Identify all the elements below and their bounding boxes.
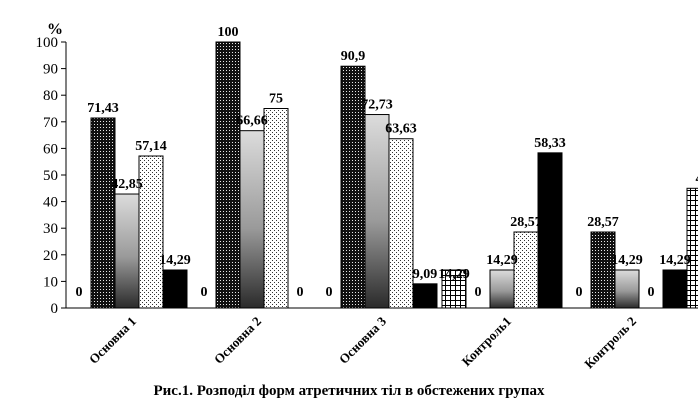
bar bbox=[364, 114, 390, 309]
data-label: 57,14 bbox=[135, 139, 167, 154]
bar bbox=[590, 231, 616, 309]
category-label: Основна 3 bbox=[336, 313, 390, 367]
bar bbox=[239, 130, 265, 309]
data-label: 71,43 bbox=[87, 101, 119, 116]
bar bbox=[263, 108, 289, 309]
bar bbox=[90, 117, 116, 309]
category-label: Контроль 2 bbox=[581, 314, 639, 372]
bar bbox=[686, 187, 698, 309]
data-label: 14,29 bbox=[659, 253, 691, 268]
bar bbox=[489, 269, 515, 309]
bar bbox=[537, 152, 563, 309]
data-label: 63,63 bbox=[385, 122, 417, 137]
bar bbox=[662, 269, 688, 309]
data-label: 28,57 bbox=[510, 215, 542, 230]
bar bbox=[513, 231, 539, 309]
y-unit-label: % bbox=[47, 21, 63, 38]
category-labels-layer: Основна 1 Основна 2 Основна 3 Контроль1 Конт… bbox=[86, 313, 639, 371]
data-label: 66,66 bbox=[236, 114, 268, 129]
y-tick-label: 20 bbox=[43, 248, 58, 264]
y-tick-label: 90 bbox=[43, 62, 58, 78]
bars-layer bbox=[90, 41, 698, 309]
bar bbox=[412, 283, 438, 309]
y-tick-label: 70 bbox=[43, 115, 58, 131]
data-label: 58,33 bbox=[534, 136, 566, 151]
data-label: 0 bbox=[326, 285, 333, 300]
data-label: 90,9 bbox=[341, 49, 366, 64]
y-tick-label: 80 bbox=[43, 88, 58, 104]
bar bbox=[215, 41, 241, 309]
y-tick-label: 60 bbox=[43, 141, 58, 157]
data-label: 0 bbox=[76, 285, 83, 300]
category-label: Основна 2 bbox=[211, 314, 264, 367]
data-label: 0 bbox=[648, 285, 655, 300]
data-label: 0 bbox=[576, 285, 583, 300]
bar bbox=[162, 269, 188, 309]
y-tick-label: 40 bbox=[43, 195, 58, 211]
data-label: 100 bbox=[218, 25, 239, 40]
data-label: 4 bbox=[696, 171, 698, 186]
data-label: 14,29 bbox=[159, 253, 191, 268]
y-tick-label: 50 bbox=[43, 168, 58, 184]
category-label: Основна 1 bbox=[86, 314, 139, 367]
bar bbox=[138, 155, 164, 309]
y-tick-label: 0 bbox=[51, 301, 59, 317]
data-label: 72,73 bbox=[361, 98, 393, 113]
bar bbox=[388, 138, 414, 309]
bar bbox=[340, 65, 366, 309]
data-label: 28,57 bbox=[587, 215, 619, 230]
y-tick-label: 100 bbox=[36, 35, 59, 51]
data-label: 42,85 bbox=[111, 177, 143, 192]
y-tick-label: 10 bbox=[43, 274, 58, 290]
figure-caption: Рис.1. Розподіл форм атретичних тіл в об… bbox=[153, 383, 545, 399]
data-label: 14,29 bbox=[486, 253, 518, 268]
data-label: 14,29 bbox=[611, 253, 643, 268]
data-label: 0 bbox=[475, 285, 482, 300]
data-label: 0 bbox=[201, 285, 208, 300]
data-label: 0 bbox=[297, 285, 304, 300]
category-label: Контроль1 bbox=[459, 314, 515, 370]
data-label: 14,29 bbox=[438, 267, 470, 282]
data-label: 75 bbox=[269, 92, 283, 107]
bar bbox=[614, 269, 640, 309]
bar bbox=[441, 269, 467, 309]
bar bbox=[114, 193, 140, 309]
y-tick-label: 30 bbox=[43, 221, 58, 237]
data-label: 9,09 bbox=[413, 267, 438, 282]
